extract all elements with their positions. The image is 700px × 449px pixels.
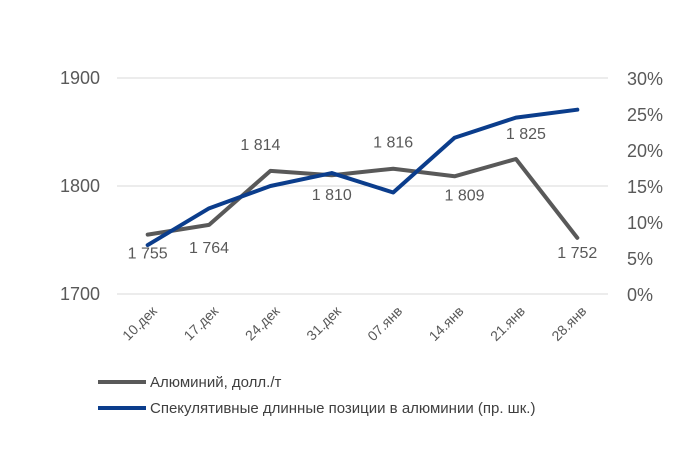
x-axis-tick-label: 28.янв: [548, 303, 589, 344]
x-axis-tick-label: 21.янв: [487, 303, 528, 344]
x-axis-tick-label: 17.дек: [180, 302, 221, 343]
series-line-aluminium-price: [145, 157, 580, 240]
data-label: 1 764: [189, 240, 229, 257]
right-axis-tick-label: 0%: [627, 285, 653, 305]
x-axis-tick-label: 14.янв: [426, 303, 467, 344]
left-axis-tick-label: 1800: [60, 176, 100, 196]
x-axis-tick-label: 31.дек: [303, 302, 344, 343]
x-axis-tick-label: 10.дек: [119, 302, 160, 343]
right-axis-tick-label: 20%: [627, 141, 663, 161]
data-label: 1 825: [506, 126, 546, 143]
x-axis-tick-label: 24.дек: [242, 302, 283, 343]
left-axis-tick-label: 1900: [60, 68, 100, 88]
legend-label: Спекулятивные длинные позиции в алюминии…: [150, 400, 535, 417]
data-label: 1 810: [312, 187, 352, 204]
data-label: 1 814: [240, 137, 280, 154]
series-line-speculative-positions: [145, 107, 580, 248]
right-axis-tick-label: 25%: [627, 105, 663, 125]
data-label: 1 816: [373, 135, 413, 152]
data-label: 1 752: [557, 245, 597, 262]
right-axis-tick-label: 15%: [627, 177, 663, 197]
right-axis-tick-label: 30%: [627, 69, 663, 89]
right-axis-tick-label: 5%: [627, 249, 653, 269]
legend-label: Алюминий, долл./т: [150, 374, 282, 391]
x-axis-tick-label: 07.янв: [364, 303, 405, 344]
left-axis-tick-label: 1700: [60, 284, 100, 304]
right-axis-tick-label: 10%: [627, 213, 663, 233]
data-label: 1 755: [128, 246, 168, 263]
data-label: 1 809: [445, 187, 485, 204]
